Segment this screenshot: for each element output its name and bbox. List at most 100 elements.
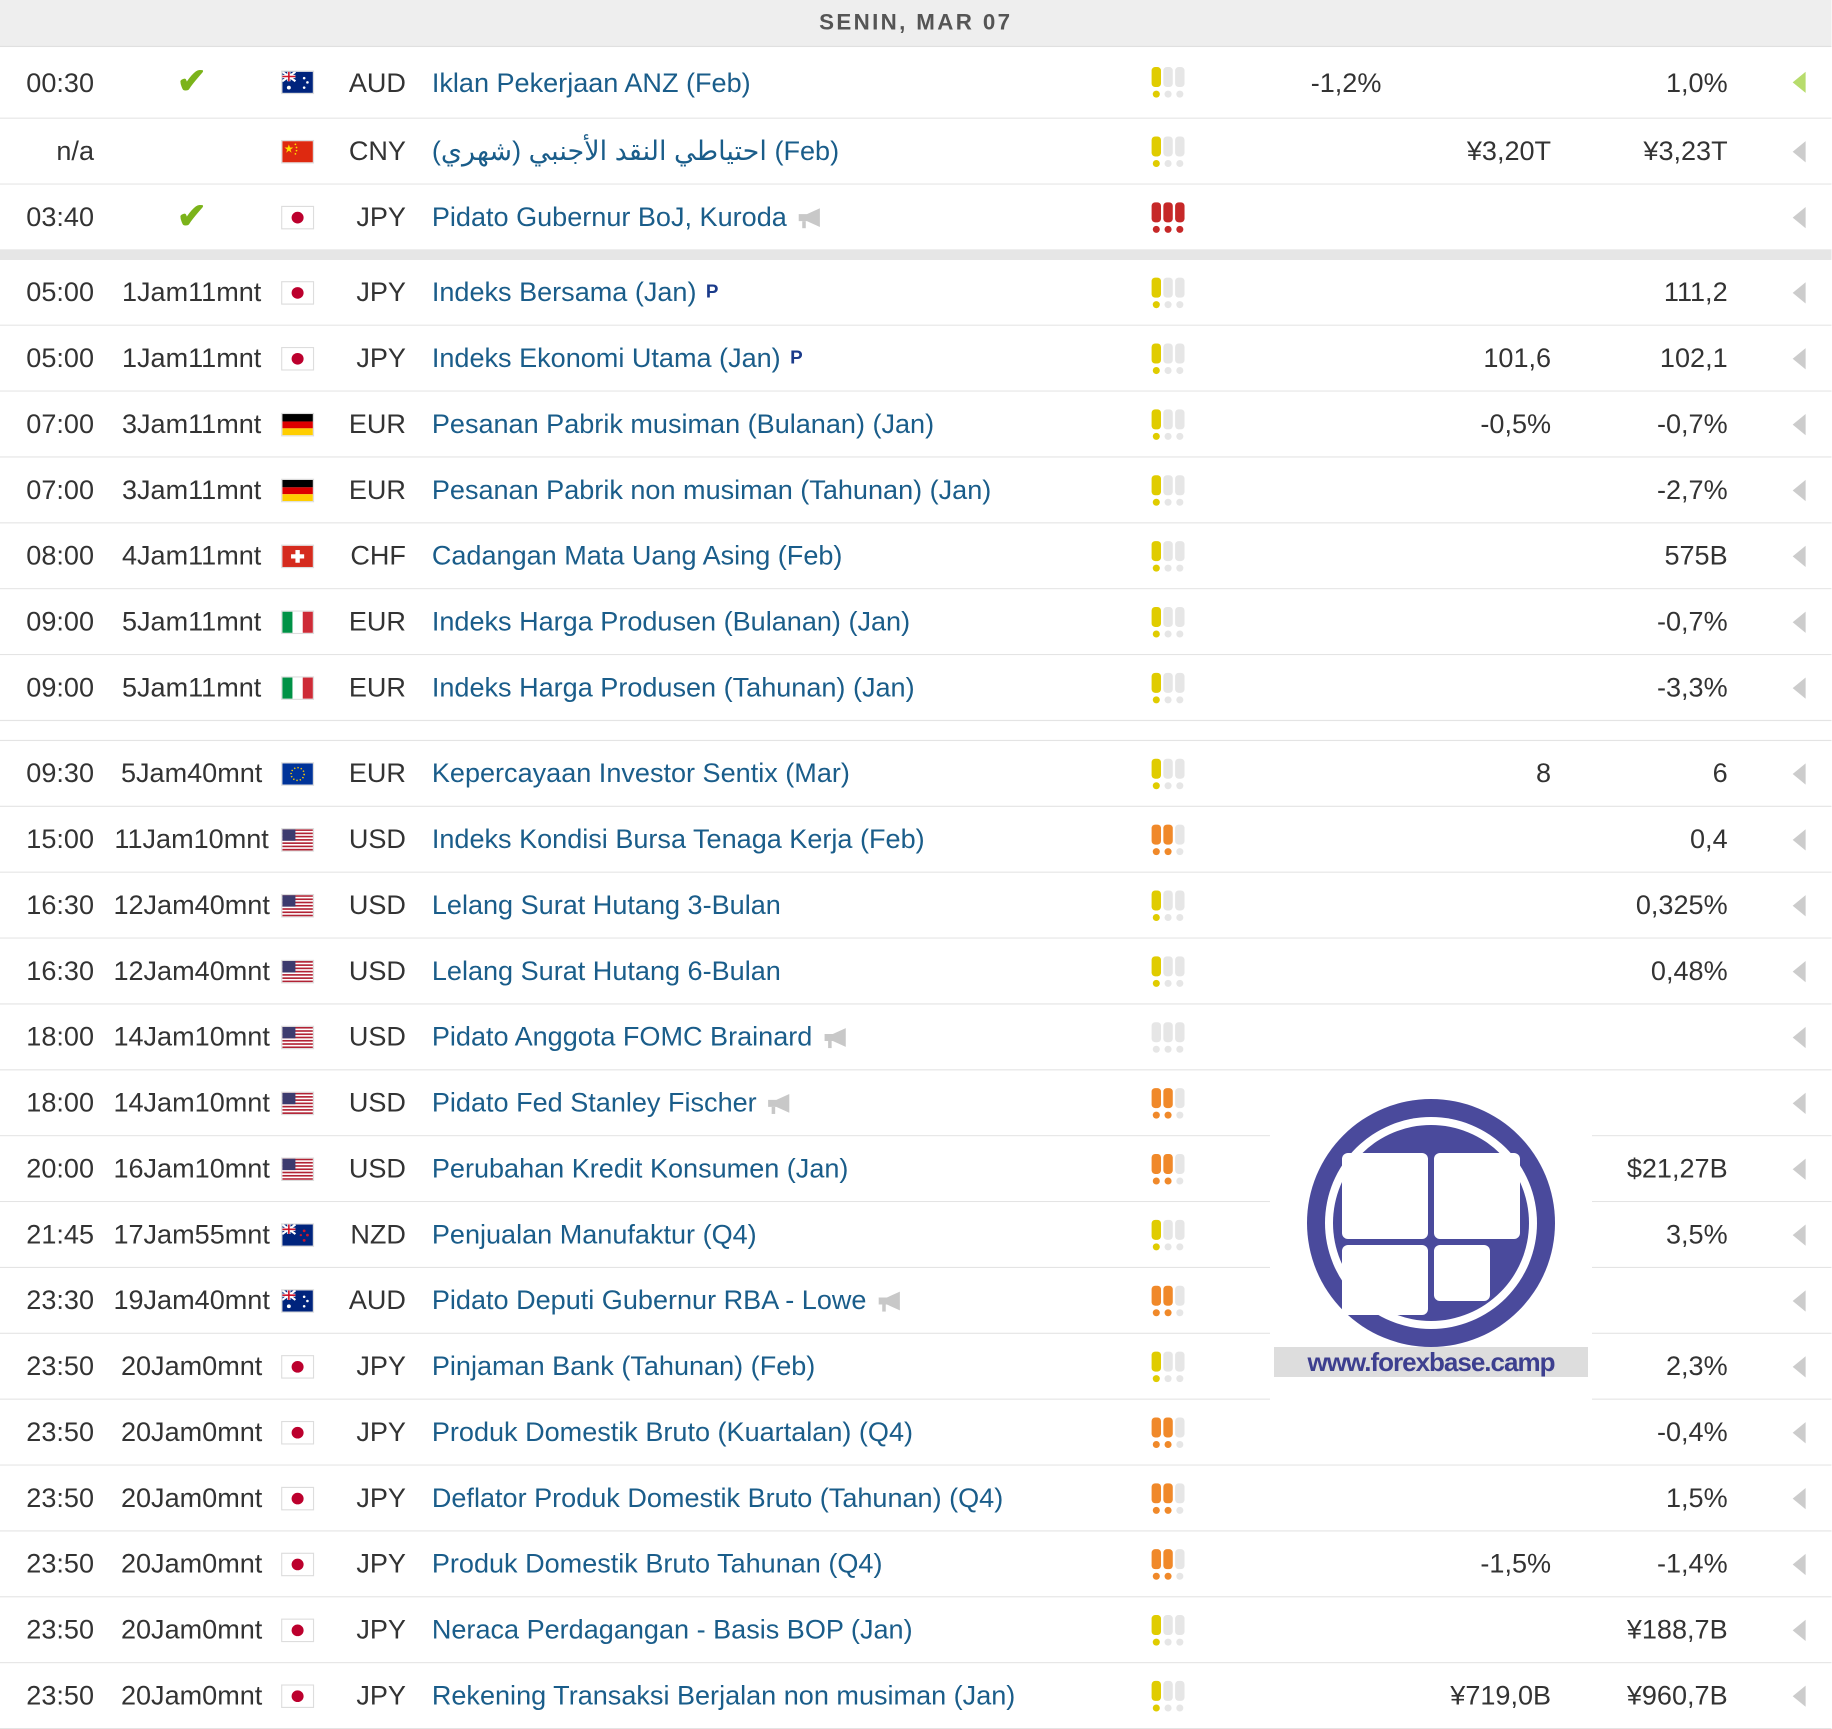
- event-row[interactable]: 07:00 3Jam11mnt EUR Pesanan Pabrik non musi…: [0, 457, 1832, 524]
- event-row[interactable]: 23:50 20Jam0mnt JPY Deflator Produk Domesti…: [0, 1465, 1832, 1532]
- event-countdown: 20Jam0mnt: [120, 1613, 263, 1645]
- event-title-link[interactable]: احتياطي النقد الأجنبي (شهري) (Feb): [431, 135, 840, 166]
- speech-megaphone-icon: [798, 207, 820, 228]
- event-title-link[interactable]: Pidato Fed Stanley Fischer: [431, 1086, 757, 1118]
- flag-icon-cn: [280, 138, 314, 164]
- previous-value: -0,4%: [1656, 1416, 1728, 1447]
- alert-toggle[interactable]: [1728, 1223, 1832, 1246]
- alert-toggle[interactable]: [1728, 828, 1832, 850]
- triangle-left-icon: [1792, 1685, 1806, 1707]
- event-row[interactable]: 09:00 5Jam11mnt EUR Indeks Harga Produsen (…: [0, 655, 1832, 722]
- importance-indicator: [1143, 1219, 1279, 1250]
- event-row[interactable]: 05:00 1Jam11mnt JPY Indeks Ekonomi Utama (J…: [0, 325, 1832, 392]
- event-title-link[interactable]: Pidato Gubernur BoJ, Kuroda: [431, 201, 787, 232]
- event-title-link[interactable]: Pidato Anggota FOMC Brainard: [431, 1021, 813, 1052]
- event-row[interactable]: 16:30 12Jam40mnt USD Lelang Surat Hutang 3-…: [0, 872, 1832, 939]
- event-cell: Deflator Produk Domestik Bruto (Tahunan)…: [432, 1482, 1143, 1514]
- event-title-link[interactable]: Indeks Bersama (Jan): [431, 276, 697, 308]
- event-row[interactable]: 07:00 3Jam11mnt EUR Pesanan Pabrik musiman …: [0, 391, 1832, 458]
- event-time: 07:00: [26, 474, 95, 505]
- importance-mark-icon: [1175, 135, 1186, 167]
- alert-toggle[interactable]: [1728, 1487, 1832, 1509]
- event-title-link[interactable]: Rekening Transaksi Berjalan non musiman …: [431, 1679, 1016, 1711]
- alert-toggle[interactable]: [1728, 1289, 1832, 1311]
- event-cell: Produk Domestik Bruto Tahunan (Q4): [432, 1548, 1143, 1580]
- event-title-link[interactable]: Pidato Deputi Gubernur RBA - Lowe: [431, 1284, 867, 1316]
- triangle-left-icon: [1792, 347, 1806, 369]
- previous-value: 1,0%: [1665, 66, 1728, 98]
- event-title-link[interactable]: Iklan Pekerjaan ANZ (Feb): [431, 66, 751, 98]
- forecast-value: -1,5%: [1480, 1548, 1552, 1579]
- alert-toggle[interactable]: [1728, 1158, 1832, 1180]
- importance-mark-icon: [1163, 135, 1174, 167]
- alert-toggle[interactable]: [1728, 762, 1832, 785]
- event-title-link[interactable]: Indeks Harga Produsen (Bulanan) (Jan): [431, 605, 911, 637]
- event-title-link[interactable]: Penjualan Manufaktur (Q4): [431, 1218, 757, 1250]
- importance-mark-icon: [1152, 1153, 1162, 1184]
- alert-toggle[interactable]: [1728, 611, 1832, 633]
- event-title-link[interactable]: Indeks Ekonomi Utama (Jan): [431, 342, 781, 373]
- alert-toggle[interactable]: [1728, 347, 1832, 369]
- event-title-link[interactable]: Perubahan Kredit Konsumen (Jan): [431, 1152, 849, 1184]
- event-list: 00:30 ✔ AUD Iklan Pekerjaan ANZ (Feb) -1,2% 1…: [0, 47, 1832, 1729]
- alert-toggle[interactable]: [1728, 71, 1832, 93]
- event-row[interactable]: 23:50 20Jam0mnt JPY Neraca Perdagangan - Ba…: [0, 1597, 1832, 1664]
- alert-toggle[interactable]: [1728, 1355, 1832, 1377]
- event-row[interactable]: 03:40 ✔ JPY Pidato Gubernur BoJ, Kuroda: [0, 184, 1832, 251]
- event-title-link[interactable]: Deflator Produk Domestik Bruto (Tahunan)…: [431, 1482, 1004, 1513]
- alert-toggle[interactable]: [1728, 1553, 1832, 1575]
- event-title-link[interactable]: Neraca Perdagangan - Basis BOP (Jan): [431, 1613, 913, 1645]
- triangle-left-icon: [1792, 1223, 1806, 1246]
- triangle-left-icon: [1792, 894, 1806, 916]
- event-title-link[interactable]: Produk Domestik Bruto (Kuartalan) (Q4): [431, 1416, 914, 1447]
- event-row[interactable]: 16:30 12Jam40mnt USD Lelang Surat Hutang 6-…: [0, 938, 1832, 1005]
- event-row[interactable]: 15:00 11Jam10mnt USD Indeks Kondisi Bursa T…: [0, 806, 1832, 873]
- event-title-link[interactable]: Indeks Kondisi Bursa Tenaga Kerja (Feb): [431, 823, 925, 854]
- event-row[interactable]: 23:50 20Jam0mnt JPY Produk Domestik Bruto T…: [0, 1531, 1832, 1598]
- event-row[interactable]: n/a CNY احتياطي النقد الأجنبي (شهري) (Feb)…: [0, 118, 1832, 185]
- event-row[interactable]: 18:00 14Jam10mnt USD Pidato Anggota FOMC Br…: [0, 1004, 1832, 1071]
- event-row[interactable]: 23:50 20Jam0mnt JPY Rekening Transaksi Berj…: [0, 1663, 1832, 1729]
- alert-toggle[interactable]: [1728, 413, 1832, 435]
- alert-toggle[interactable]: [1728, 140, 1832, 162]
- currency-code: JPY: [356, 1548, 406, 1579]
- alert-toggle[interactable]: [1728, 1421, 1832, 1443]
- event-title-link[interactable]: Lelang Surat Hutang 3-Bulan: [431, 889, 781, 920]
- event-row[interactable]: 05:00 1Jam11mnt JPY Indeks Bersama (Jan) P 11…: [0, 250, 1832, 326]
- alert-toggle[interactable]: [1728, 1619, 1832, 1641]
- alert-toggle[interactable]: [1728, 676, 1832, 699]
- event-countdown: 3Jam11mnt: [121, 408, 262, 439]
- alert-toggle[interactable]: [1728, 479, 1832, 501]
- event-row[interactable]: 08:00 4Jam11mnt CHF Cadangan Mata Uang Asin…: [0, 523, 1832, 590]
- event-title-link[interactable]: Pinjaman Bank (Tahunan) (Feb): [431, 1350, 816, 1381]
- event-row[interactable]: 23:50 20Jam0mnt JPY Produk Domestik Bruto (…: [0, 1399, 1832, 1466]
- event-cell: Pidato Deputi Gubernur RBA - Lowe: [432, 1285, 1143, 1317]
- importance-mark-icon: [1163, 823, 1174, 855]
- importance-indicator: [1143, 1680, 1279, 1711]
- event-countdown: 1Jam11mnt: [121, 276, 262, 308]
- alert-toggle[interactable]: [1728, 206, 1832, 228]
- event-row[interactable]: 09:00 5Jam11mnt EUR Indeks Harga Produsen (…: [0, 589, 1832, 656]
- alert-toggle[interactable]: [1728, 1092, 1832, 1114]
- event-row[interactable]: 09:30 5Jam40mnt EUR Kepercayaan Investor Se…: [0, 739, 1832, 807]
- event-title-link[interactable]: Cadangan Mata Uang Asing (Feb): [431, 539, 843, 571]
- alert-toggle[interactable]: [1728, 894, 1832, 916]
- event-countdown: 16Jam10mnt: [113, 1152, 270, 1184]
- alert-toggle[interactable]: [1728, 1026, 1832, 1048]
- event-title-link[interactable]: Kepercayaan Investor Sentix (Mar): [431, 757, 850, 789]
- alert-toggle[interactable]: [1728, 281, 1832, 303]
- importance-mark-icon: [1163, 277, 1174, 308]
- alert-toggle[interactable]: [1728, 960, 1832, 982]
- event-title-link[interactable]: Produk Domestik Bruto Tahunan (Q4): [431, 1548, 883, 1579]
- currency-code: USD: [348, 889, 406, 920]
- currency-code: JPY: [356, 1416, 406, 1447]
- alert-toggle[interactable]: [1728, 1685, 1832, 1707]
- event-title-link[interactable]: Pesanan Pabrik non musiman (Tahunan) (Ja…: [431, 474, 992, 505]
- event-title-link[interactable]: Lelang Surat Hutang 6-Bulan: [431, 955, 781, 986]
- event-title-link[interactable]: Pesanan Pabrik musiman (Bulanan) (Jan): [431, 408, 935, 439]
- event-cell: Pesanan Pabrik musiman (Bulanan) (Jan): [432, 408, 1143, 440]
- event-row[interactable]: 00:30 ✔ AUD Iklan Pekerjaan ANZ (Feb) -1,2% 1…: [0, 47, 1832, 119]
- alert-toggle[interactable]: [1728, 545, 1832, 567]
- event-title-link[interactable]: Indeks Harga Produsen (Tahunan) (Jan): [431, 671, 915, 703]
